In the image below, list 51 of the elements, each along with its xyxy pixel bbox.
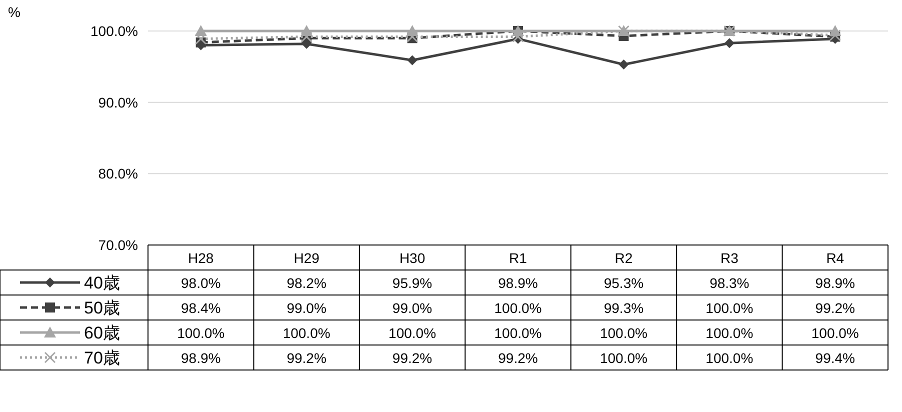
data-label: 98.2% (286, 275, 326, 291)
data-label: 100.0% (706, 350, 754, 366)
data-label: 98.9% (498, 275, 538, 291)
x-tick-label: H29 (294, 250, 320, 266)
y-tick-label: 70.0% (98, 237, 138, 253)
legend-label: 70歳 (84, 348, 120, 368)
data-label: 100.0% (706, 325, 754, 341)
data-label: 98.3% (710, 275, 750, 291)
point (618, 60, 629, 70)
point (195, 33, 207, 45)
y-tick-label: 100.0% (90, 23, 138, 39)
y-tick-label: 80.0% (98, 166, 138, 182)
data-label: 100.0% (600, 350, 648, 366)
x-tick-label: H28 (188, 250, 214, 266)
data-label: 100.0% (706, 300, 754, 316)
point (512, 30, 524, 42)
data-label: 98.4% (181, 300, 221, 316)
data-label: 99.2% (392, 350, 432, 366)
data-label: 100.0% (494, 325, 542, 341)
data-label: 99.2% (815, 300, 855, 316)
legend-label: 60歳 (84, 324, 120, 342)
point (406, 30, 418, 42)
data-label: 98.9% (815, 275, 855, 291)
x-tick-label: R1 (509, 250, 528, 266)
point (407, 55, 418, 66)
point (300, 30, 312, 42)
legend-label: 40歳 (84, 274, 120, 292)
data-label: 99.2% (286, 350, 326, 366)
data-label: 99.3% (604, 300, 644, 316)
data-label: 100.0% (177, 325, 225, 341)
y-tick-label: 90.0% (98, 94, 138, 110)
data-label: 100.0% (494, 300, 542, 316)
data-label: 99.0% (392, 300, 432, 316)
data-label: 100.0% (600, 325, 648, 341)
data-label: 99.2% (498, 350, 538, 366)
point (724, 38, 734, 48)
x-tick-label: R3 (720, 250, 739, 266)
data-label: 100.0% (282, 325, 330, 341)
text: % (8, 4, 20, 20)
x-tick-label: H30 (399, 250, 426, 266)
x-tick-label: R4 (826, 250, 844, 266)
data-label: 99.0% (286, 300, 326, 316)
legend-label: 50歳 (84, 298, 120, 318)
data-label: 100.0% (811, 325, 859, 341)
data-label: 100.0% (388, 325, 436, 341)
data-label: 99.4% (815, 350, 855, 366)
data-label: 95.9% (392, 275, 432, 291)
data-label: 98.9% (181, 350, 221, 366)
data-label: 95.3% (604, 275, 644, 291)
data-label: 98.0% (181, 275, 221, 291)
x-tick-label: R2 (614, 250, 633, 266)
